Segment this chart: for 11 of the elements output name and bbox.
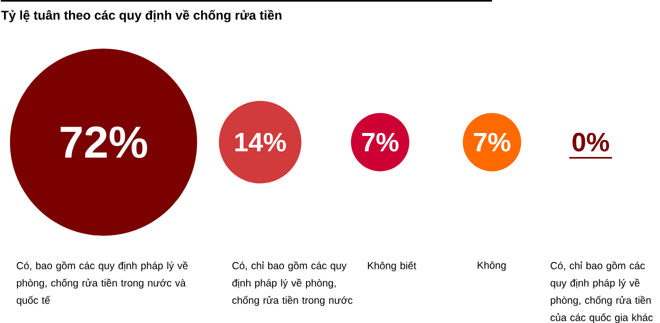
data-label: 14% bbox=[235, 132, 286, 152]
data-label: 0% bbox=[572, 132, 610, 152]
category-label: Có, chỉ bao gồm các quy định pháp lý về phòng, chống rửa tiền trong nước bbox=[232, 261, 352, 306]
category-label: Có, bao gồm các quy định pháp lý về phòng, chống rửa tiền trong nước và quốc tế bbox=[16, 261, 188, 306]
category-label: Không biết bbox=[368, 261, 416, 272]
data-label: 7% bbox=[474, 132, 510, 152]
text: Tỷ lệ tuân theo các quy định về chống rửa tiền bbox=[1, 10, 282, 22]
data-label: 72% bbox=[60, 126, 148, 158]
category-label: Có, chỉ bao gồm các quy định pháp lý về phòng, chống rửa tiền của các quốc gia khác bbox=[550, 261, 653, 323]
category-label: Không bbox=[478, 261, 506, 271]
data-label: 7% bbox=[362, 132, 399, 152]
